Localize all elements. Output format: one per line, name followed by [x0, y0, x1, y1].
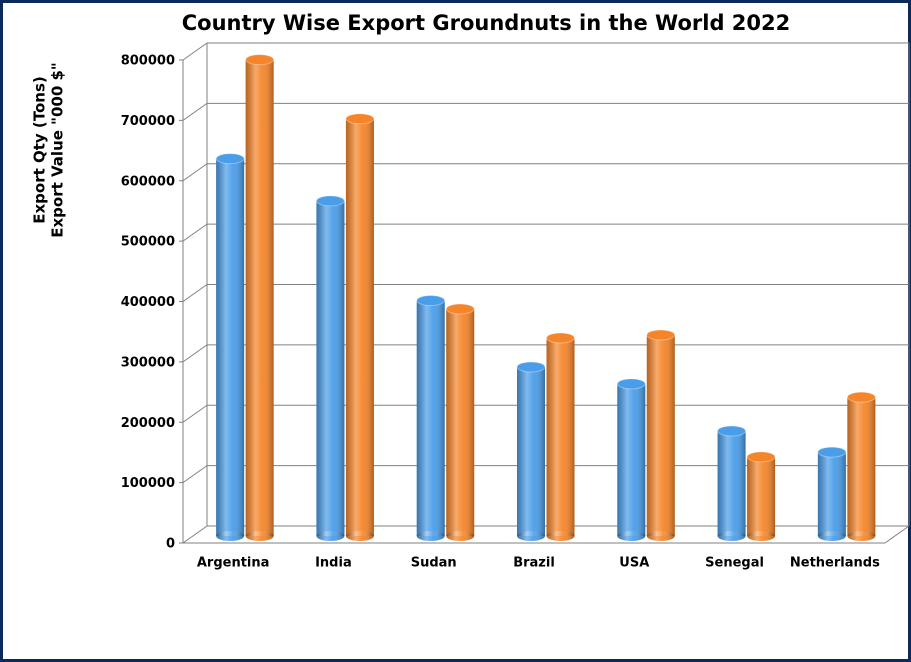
- x-tick-label: Argentina: [197, 556, 270, 571]
- bar-top: [546, 332, 575, 344]
- grid-line: [182, 344, 208, 363]
- bar-shade: [847, 397, 876, 536]
- bar-shade: [345, 118, 374, 536]
- x-tick-label: Netherlands: [790, 556, 880, 571]
- y-tick-label: 400000: [121, 295, 175, 310]
- bar: [717, 425, 747, 541]
- bar: [817, 446, 847, 541]
- y-tick-label: 200000: [121, 416, 175, 431]
- bar-top: [846, 391, 876, 403]
- bar-shade: [517, 366, 545, 536]
- bar-base-shade: [546, 531, 575, 541]
- bar-shade: [446, 308, 475, 536]
- bar-shade: [617, 383, 646, 536]
- y-tick-label: 300000: [121, 355, 175, 370]
- bar-top: [245, 54, 275, 66]
- grid-line: [182, 284, 208, 302]
- y-tick-label: 0: [166, 537, 175, 552]
- bar-top: [315, 195, 345, 207]
- bar-shade: [245, 59, 274, 537]
- bar: [746, 451, 776, 541]
- bar: [245, 54, 275, 541]
- bar-base-shade: [847, 531, 876, 541]
- bar: [416, 295, 446, 541]
- bar-shade: [316, 200, 345, 536]
- x-tick-label: Sudan: [411, 556, 457, 571]
- bar: [345, 113, 375, 541]
- y-axis-label-line: Export Qty (Tons): [31, 76, 49, 224]
- bar-base-shade: [817, 531, 846, 541]
- y-tick-label: 600000: [121, 174, 175, 189]
- grid-line: [182, 465, 208, 484]
- bar-base-shade: [216, 531, 245, 541]
- grid-line: [182, 525, 208, 544]
- y-tick-label: 100000: [121, 476, 175, 491]
- x-tick-label: USA: [619, 556, 649, 571]
- bar-top: [445, 303, 475, 315]
- y-tick-label: 800000: [121, 54, 175, 69]
- bar-top: [215, 153, 245, 165]
- bar-top: [817, 446, 847, 458]
- bar-top: [616, 378, 646, 390]
- y-tick-label: 500000: [121, 235, 175, 250]
- bar-base-shade: [245, 531, 274, 541]
- floor-edge: [884, 525, 910, 544]
- bar-top: [746, 451, 776, 463]
- bar-top: [717, 425, 747, 437]
- bar-base-shade: [517, 531, 545, 541]
- x-tick-label: Senegal: [705, 556, 764, 571]
- bar-top: [345, 113, 375, 125]
- bar: [215, 153, 245, 541]
- bar-base-shade: [717, 531, 746, 541]
- bar-shade: [646, 334, 675, 536]
- bar-shade: [817, 452, 846, 536]
- grid-line: [182, 42, 208, 61]
- bar: [546, 332, 575, 541]
- bar-shade: [546, 337, 575, 536]
- bar-shade: [747, 456, 776, 536]
- bar-shade: [416, 300, 445, 536]
- grid-line: [182, 102, 208, 121]
- y-axis-label: Export Qty (Tons) Export Value "000 $": [31, 62, 67, 237]
- x-tick-label: Brazil: [513, 556, 555, 571]
- bar-base-shade: [446, 531, 475, 541]
- bar-top: [646, 329, 676, 341]
- bar-top: [516, 361, 546, 373]
- y-tick-label: 700000: [121, 114, 175, 129]
- bar: [516, 361, 546, 541]
- grid-line: [182, 223, 208, 242]
- bar-top: [416, 295, 446, 307]
- bar-base-shade: [345, 531, 374, 541]
- x-tick-label: India: [315, 556, 352, 571]
- bar-shade: [216, 158, 245, 536]
- bar-base-shade: [416, 531, 445, 541]
- grid-line: [182, 163, 208, 182]
- bar-base-shade: [617, 531, 646, 541]
- chart-title: Country Wise Export Groundnuts in the Wo…: [182, 11, 791, 35]
- y-axis-label-line: Export Value "000 $": [49, 62, 67, 237]
- bar-base-shade: [646, 531, 675, 541]
- bar: [846, 391, 876, 541]
- bar: [646, 329, 676, 541]
- bar: [315, 195, 345, 541]
- bar-base-shade: [747, 531, 776, 541]
- bar-shade: [717, 430, 746, 536]
- grid-line: [182, 404, 208, 423]
- bar: [616, 378, 646, 541]
- bar-base-shade: [316, 531, 345, 541]
- bar: [445, 303, 475, 541]
